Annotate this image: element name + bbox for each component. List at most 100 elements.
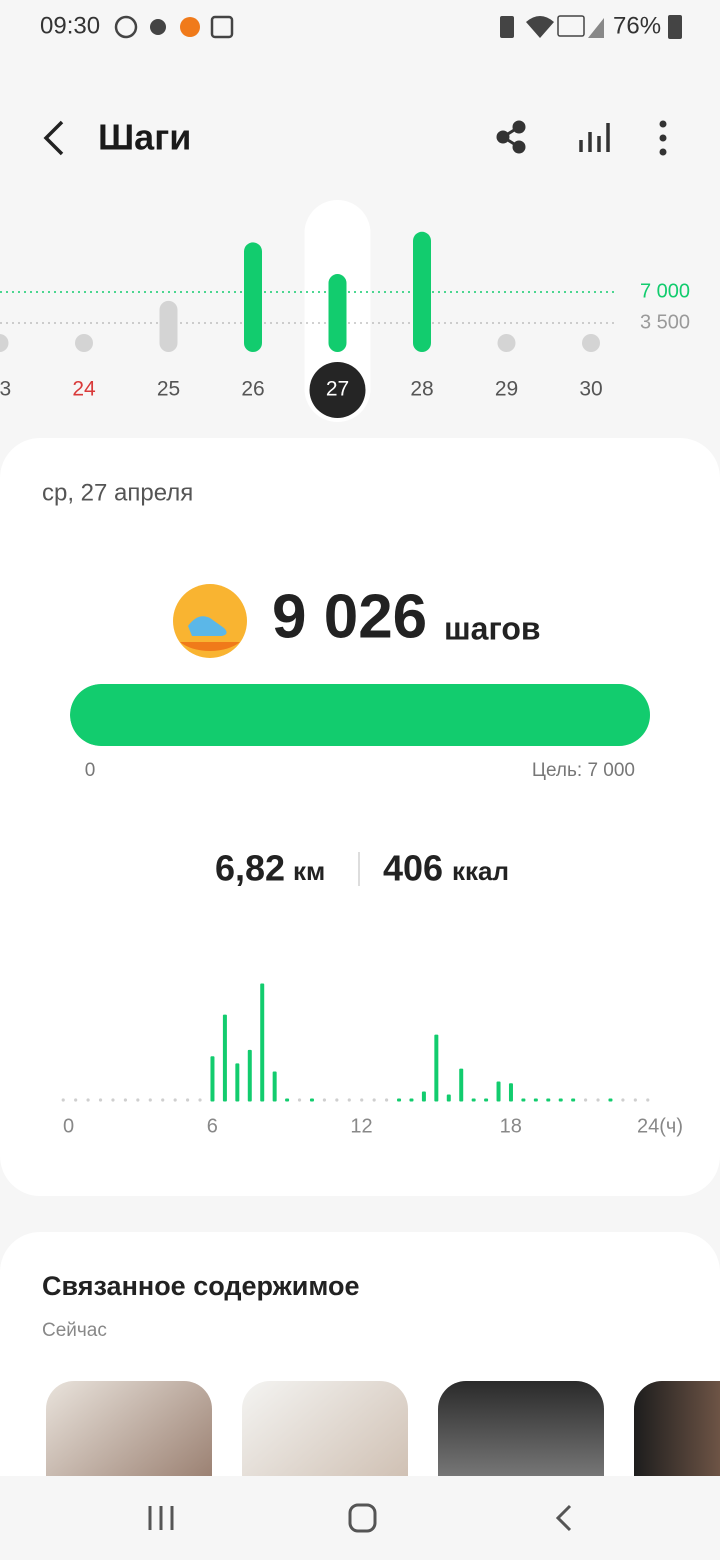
- hour-bar: [285, 1098, 290, 1102]
- day-label: 26: [241, 378, 264, 401]
- empty-bin: [111, 1098, 115, 1102]
- day-label: 30: [579, 378, 602, 401]
- hour-bar: [471, 1098, 476, 1102]
- x-tick-label: 18: [500, 1115, 522, 1137]
- empty-bin: [136, 1098, 140, 1102]
- empty-bin: [98, 1098, 103, 1102]
- empty-bin: [621, 1098, 625, 1102]
- hour-bar: [484, 1098, 489, 1102]
- back-nav-button[interactable]: [555, 1504, 572, 1532]
- day-label: 28: [410, 378, 433, 401]
- empty-bin: [583, 1098, 588, 1102]
- empty-bin: [335, 1098, 339, 1102]
- steps-unit: шагов: [444, 610, 541, 646]
- hour-bar: [247, 1049, 252, 1102]
- progress: [70, 684, 650, 746]
- hour-bar: [397, 1098, 402, 1102]
- hour-bar: [546, 1098, 551, 1102]
- distance-unit: км: [293, 856, 325, 886]
- day-bar: [413, 231, 431, 352]
- status-battery: 76%: [613, 12, 661, 39]
- hour-bar: [533, 1098, 538, 1102]
- empty-bin: [61, 1098, 65, 1102]
- day-label: 24: [72, 378, 96, 401]
- hour-bar: [309, 1098, 314, 1102]
- back-button[interactable]: [43, 120, 64, 156]
- empty-bin: [633, 1098, 637, 1102]
- day-label: 23: [0, 378, 11, 401]
- hour-bar: [508, 1083, 513, 1102]
- hour-bar: [521, 1098, 526, 1102]
- status-time: 09:30: [40, 12, 100, 39]
- reference-label: 7 000: [640, 280, 690, 302]
- hour-bar: [421, 1091, 426, 1102]
- more-button[interactable]: [659, 120, 667, 156]
- week-chart: 7 000 3 500 23 24 25 26 27 28 29 30: [0, 200, 690, 422]
- empty-bin: [322, 1098, 327, 1102]
- recents-button[interactable]: [148, 1506, 174, 1530]
- empty-bin: [384, 1098, 389, 1102]
- home-button[interactable]: [348, 1503, 377, 1533]
- empty-bin: [173, 1098, 177, 1102]
- x-tick-label: 6: [207, 1115, 218, 1137]
- empty-bin: [297, 1098, 302, 1102]
- hour-bar: [235, 1063, 240, 1102]
- content-thumbnail[interactable]: [46, 1381, 212, 1521]
- empty-bin: [646, 1098, 650, 1102]
- nav-bar: [0, 1476, 720, 1560]
- progress-start: 0: [85, 760, 96, 781]
- summary-card: [0, 438, 720, 1196]
- date-label: ср, 27 апреля: [42, 479, 193, 506]
- day-bar: [328, 274, 347, 352]
- day-label: 27: [326, 378, 349, 401]
- stats-button[interactable]: [579, 123, 610, 152]
- hour-bar: [496, 1081, 501, 1102]
- reference-label: 3 500: [640, 311, 690, 333]
- calories-value: 406: [383, 848, 443, 889]
- empty-bin: [161, 1098, 165, 1102]
- content-thumbnail[interactable]: [438, 1381, 604, 1521]
- hour-bar: [409, 1098, 414, 1102]
- day-bar: [159, 300, 178, 352]
- day-bar: [497, 334, 516, 352]
- badge-icon: [173, 584, 247, 658]
- status-icons: [114, 15, 682, 39]
- day-label: 25: [157, 378, 180, 401]
- share-button[interactable]: [496, 120, 526, 154]
- empty-bin: [198, 1098, 202, 1102]
- empty-bin: [74, 1098, 78, 1102]
- hour-bar: [571, 1098, 576, 1102]
- steps-value: 9 026: [272, 582, 427, 651]
- related-subtitle: Сейчас: [42, 1320, 107, 1341]
- page-title: Шаги: [98, 117, 191, 158]
- hour-bar: [608, 1098, 613, 1102]
- content-thumbnail[interactable]: [634, 1381, 720, 1521]
- hour-bar: [260, 983, 265, 1102]
- content-thumbnail[interactable]: [242, 1381, 408, 1521]
- x-tick-label: 12: [350, 1115, 372, 1137]
- x-tick-label: 0: [63, 1115, 74, 1137]
- x-tick-label: 24(ч): [637, 1115, 683, 1137]
- empty-bin: [86, 1098, 90, 1102]
- selected-day-circle: [309, 362, 366, 418]
- hour-bar: [558, 1098, 563, 1102]
- hour-bar: [222, 1014, 227, 1102]
- calories-unit: ккал: [452, 856, 509, 886]
- hour-bar: [210, 1056, 215, 1102]
- hourly-chart: 0 6 12 18 24(ч): [61, 983, 683, 1137]
- distance-value: 6,82: [215, 848, 285, 889]
- day-bar: [244, 242, 262, 352]
- empty-bin: [347, 1098, 351, 1102]
- empty-bin: [360, 1098, 364, 1102]
- day-bar: [0, 334, 9, 352]
- empty-bin: [596, 1098, 600, 1102]
- hour-bar: [272, 1071, 277, 1102]
- empty-bin: [148, 1098, 152, 1102]
- empty-bin: [185, 1098, 190, 1102]
- related-title: Связанное содержимое: [42, 1271, 360, 1301]
- hour-bar: [434, 1034, 439, 1102]
- hour-bar: [459, 1068, 464, 1102]
- empty-bin: [123, 1098, 128, 1102]
